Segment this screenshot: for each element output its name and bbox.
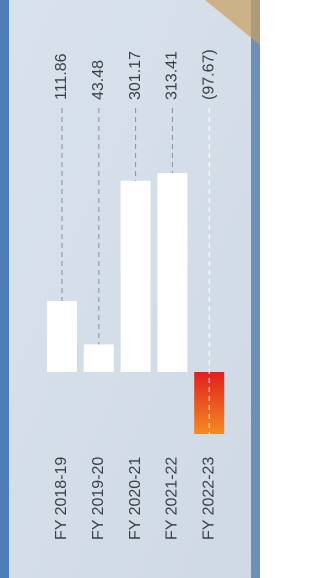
right-strip bbox=[251, 0, 260, 578]
value-label: 313.41 bbox=[164, 51, 181, 100]
category-label: FY 2019-20 bbox=[90, 457, 107, 540]
category-label: FY 2018-19 bbox=[53, 457, 70, 540]
bar bbox=[157, 173, 187, 372]
category-label: FY 2022-23 bbox=[200, 457, 217, 540]
bar bbox=[84, 344, 114, 372]
value-label: 301.17 bbox=[127, 51, 144, 100]
chart: 111.86 FY 2018-19 43.48 FY 2019-20 301.17 FY … bbox=[0, 0, 260, 578]
page: 111.86 FY 2018-19 43.48 FY 2019-20 301.17 FY … bbox=[0, 0, 260, 578]
bar bbox=[121, 181, 151, 372]
left-strip bbox=[0, 0, 9, 578]
category-label: FY 2021-22 bbox=[164, 457, 181, 540]
value-label: 111.86 bbox=[53, 53, 70, 100]
category-label: FY 2020-21 bbox=[127, 457, 144, 540]
value-label: (97.67) bbox=[200, 49, 217, 100]
bar bbox=[47, 301, 77, 372]
value-label: 43.48 bbox=[90, 60, 107, 100]
